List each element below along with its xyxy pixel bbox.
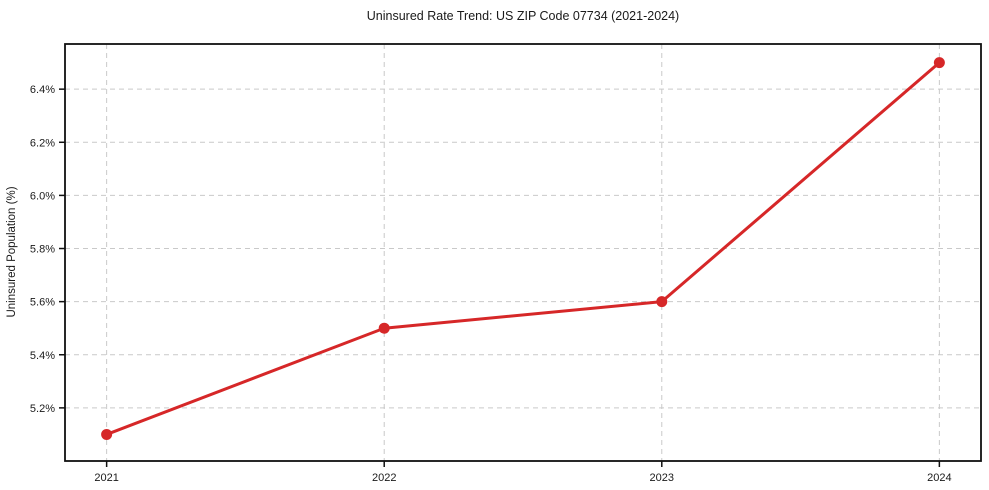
plot-border: [64, 43, 982, 462]
y-tick-label: 6.2%: [30, 137, 55, 149]
x-tick-label: 2023: [650, 472, 674, 484]
x-tick-label: 2024: [927, 472, 951, 484]
data-point: [933, 57, 945, 69]
data-point: [378, 322, 390, 334]
data-point: [656, 296, 668, 308]
data-point: [101, 428, 113, 440]
y-tick-label: 5.6%: [30, 297, 55, 309]
trend-line: [105, 61, 941, 436]
chart-title: Uninsured Rate Trend: US ZIP Code 07734 …: [367, 9, 679, 23]
y-tick-label: 5.8%: [30, 244, 55, 256]
y-axis-label: Uninsured Population (%): [6, 186, 18, 317]
y-tick-label: 5.4%: [30, 350, 55, 362]
x-tick-label: 2022: [372, 472, 396, 484]
y-tick-label: 6.0%: [30, 190, 55, 202]
y-tick-label: 6.4%: [30, 84, 55, 96]
y-tick-label: 5.2%: [30, 403, 55, 415]
x-tick-label: 2021: [94, 472, 118, 484]
